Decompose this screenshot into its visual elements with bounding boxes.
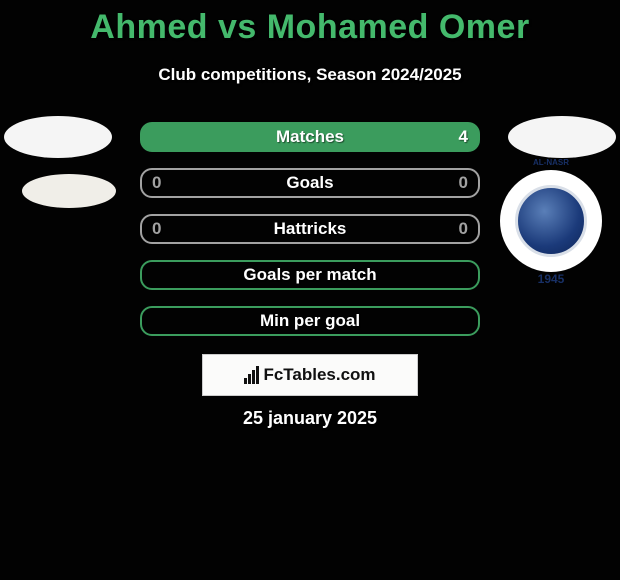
club-badge-name: AL-NASR <box>533 158 569 167</box>
stat-row: 0 Goals 0 <box>140 168 480 198</box>
stat-row: 0 Hattricks 0 <box>140 214 480 244</box>
chart-icon <box>244 366 259 384</box>
stat-left-value: 0 <box>152 173 161 193</box>
date-label: 25 january 2025 <box>0 408 620 429</box>
stat-label: Hattricks <box>274 219 347 239</box>
player-left-club-blob <box>22 174 116 208</box>
stat-label: Goals <box>286 173 333 193</box>
stat-label: Min per goal <box>260 311 360 331</box>
stat-left-value: 0 <box>152 219 161 239</box>
stat-row: Goals per match <box>140 260 480 290</box>
player-left-avatar <box>4 116 112 158</box>
stat-label: Goals per match <box>243 265 376 285</box>
stat-right-value: 0 <box>459 173 468 193</box>
player-right-avatar <box>508 116 616 158</box>
stat-row: Min per goal <box>140 306 480 336</box>
stat-right-value: 0 <box>459 219 468 239</box>
club-badge: AL-NASR 1945 <box>500 170 602 272</box>
stat-right-value: 4 <box>459 127 468 147</box>
stat-label: Matches <box>276 127 344 147</box>
page-title: Ahmed vs Mohamed Omer <box>0 0 620 47</box>
brand-logo: FcTables.com <box>244 365 375 385</box>
club-badge-year: 1945 <box>538 272 565 286</box>
brand-box[interactable]: FcTables.com <box>202 354 418 396</box>
stats-table: Matches 4 0 Goals 0 0 Hattricks 0 Goals per matc… <box>140 122 480 352</box>
brand-text: FcTables.com <box>263 365 375 385</box>
stat-row: Matches 4 <box>140 122 480 152</box>
subtitle: Club competitions, Season 2024/2025 <box>0 65 620 85</box>
club-badge-inner <box>515 185 587 257</box>
